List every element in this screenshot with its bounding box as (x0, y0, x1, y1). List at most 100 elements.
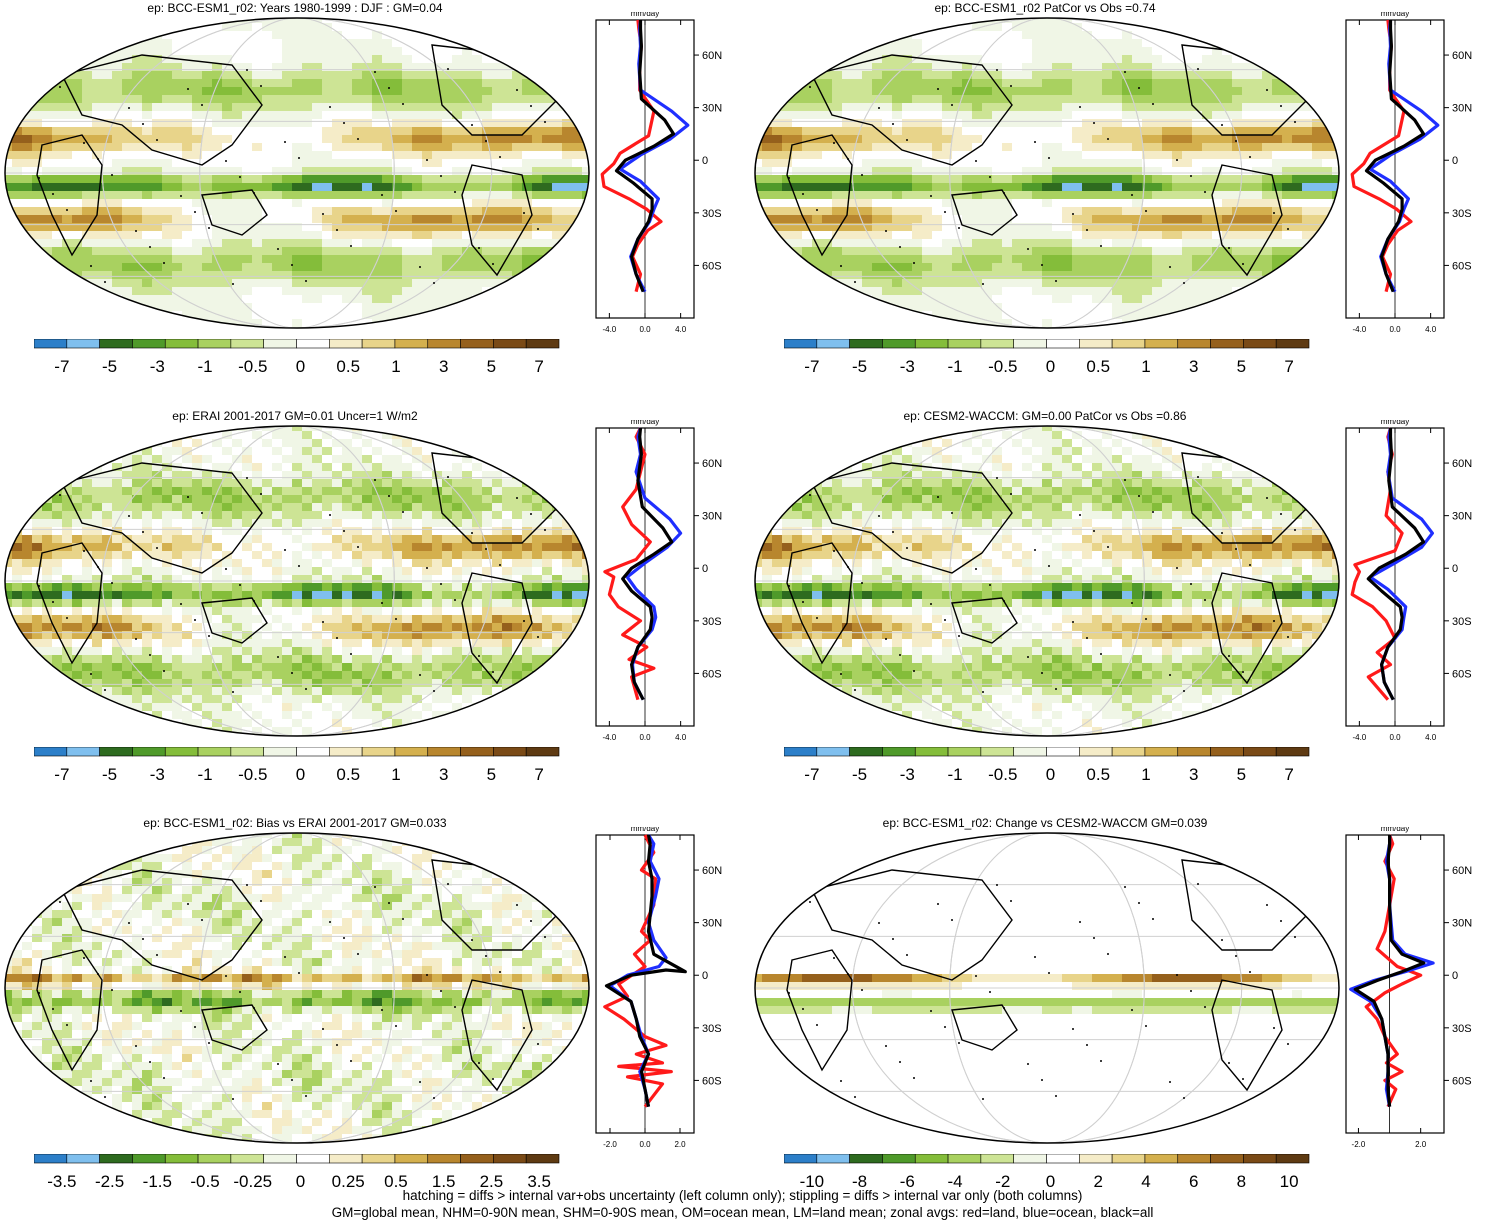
colorbar-swatch (783, 1153, 818, 1164)
ocean-series-line (1368, 427, 1434, 701)
colorbar-tick-label: -2.5 (95, 1172, 124, 1191)
colorbar: -7 -5 -3 -1 -0.5 0 0.5 1 3 5 7 (33, 746, 579, 787)
colorbar-swatch (427, 746, 461, 757)
colorbar-swatch (263, 338, 297, 349)
colorbar-swatch (980, 1153, 1014, 1164)
colorbar-swatch (1013, 1153, 1047, 1164)
colorbar-tick-label: -0.5 (988, 357, 1017, 376)
x-tick-label: 4.0 (1425, 325, 1437, 334)
colorbar-swatch (1144, 1153, 1179, 1164)
colorbar-tick-label: 10 (1280, 1172, 1299, 1191)
latitude-tick-label: 60N (1452, 865, 1472, 877)
colorbar-swatch (914, 746, 949, 757)
colorbar-tick-label: 0.5 (1086, 765, 1110, 784)
colorbar-swatch (197, 746, 232, 757)
zonal-mean-plot: mm/day 60N 30N 0 30S 60S -2.0 0.0 2.0 (590, 824, 740, 1157)
x-tick-label: 2.0 (674, 1140, 686, 1149)
x-tick-label: 0.0 (1389, 733, 1401, 742)
ocean-series-line (1368, 19, 1440, 293)
colorbar-swatch (230, 338, 264, 349)
footer-note-hatching: hatching = diffs > internal var+obs unce… (402, 1188, 1083, 1203)
latitude-tick-label: 30S (702, 1023, 722, 1035)
colorbar-tick-label: 0.25 (332, 1172, 365, 1191)
ocean-series-line (618, 19, 690, 293)
colorbar-swatch (164, 1153, 199, 1164)
colorbar-swatch (197, 338, 232, 349)
colorbar-tick-label: -2 (995, 1172, 1010, 1191)
panel-title: ep: ERAI 2001-2017 GM=0.01 Uncer=1 W/m2 (172, 409, 418, 423)
x-tick-label: 0.0 (1389, 325, 1401, 334)
colorbar-swatch (460, 746, 494, 757)
colorbar-tick-label: 0.5 (336, 765, 360, 784)
colorbar-swatch (296, 1153, 330, 1164)
colorbar-tick-label: -0.5 (190, 1172, 219, 1191)
colorbar-swatch (493, 746, 527, 757)
colorbar-tick-label: 0.5 (336, 357, 360, 376)
all-series-line (1353, 835, 1426, 1107)
latitude-tick-label: 30S (702, 616, 722, 628)
colorbar-tick-label: -3 (900, 357, 915, 376)
latitude-tick-label: 0 (1452, 155, 1458, 167)
latitude-tick-label: 0 (702, 563, 708, 575)
colorbar-tick-label: 0.5 (384, 1172, 408, 1191)
latitude-tick-label: 30S (1452, 1023, 1472, 1035)
colorbar-tick-label: 0 (1046, 765, 1055, 784)
panel-title: ep: CESM2-WACCM: GM=0.00 PatCor vs Obs =… (903, 409, 1187, 423)
colorbar-swatch (394, 1153, 429, 1164)
colorbar-swatch (882, 338, 916, 349)
colorbar-tick-label: 0 (1046, 357, 1055, 376)
colorbar-tick-label: -7 (54, 765, 69, 784)
colorbar-swatch (1079, 746, 1113, 757)
colorbar-tick-label: -1 (947, 765, 962, 784)
latitude-tick-label: 60N (702, 865, 722, 877)
colorbar-swatch (1144, 746, 1179, 757)
x-tick-label: -4.0 (602, 733, 616, 742)
latitude-tick-label: 30S (702, 208, 722, 220)
zonal-mean-plot: mm/day 60N 30N 0 30S 60S -4.0 0.0 4.0 (590, 9, 740, 342)
colorbar-swatch (493, 1153, 527, 1164)
zonal-mean-plot: mm/day 60N 30N 0 30S 60S -4.0 0.0 4.0 (1340, 9, 1485, 342)
robinson-map (2, 830, 592, 1146)
colorbar-swatch (1177, 1153, 1211, 1164)
colorbar-swatch (361, 746, 396, 757)
panel-title: ep: BCC-ESM1_r02: Bias vs ERAI 2001-2017… (143, 816, 447, 830)
x-tick-label: 4.0 (675, 325, 687, 334)
latitude-tick-label: 0 (1452, 970, 1458, 982)
colorbar-tick-label: 3 (439, 765, 448, 784)
colorbar-tick-label: 3 (1189, 765, 1198, 784)
robinson-map (2, 423, 592, 739)
colorbar-tick-label: -3 (150, 765, 165, 784)
latitude-tick-label: 30N (702, 103, 722, 115)
colorbar-swatch (947, 1153, 982, 1164)
colorbar-swatch (849, 1153, 883, 1164)
colorbar-swatch (1046, 338, 1080, 349)
colorbar: -7 -5 -3 -1 -0.5 0 0.5 1 3 5 7 (33, 338, 579, 379)
latitude-tick-label: 30N (702, 511, 722, 523)
latitude-tick-label: 60S (1452, 668, 1472, 680)
latitude-tick-label: 0 (702, 155, 708, 167)
colorbar-tick-label: -0.5 (988, 765, 1017, 784)
latitude-tick-label: 60S (702, 1075, 722, 1087)
colorbar-tick-label: -0.25 (233, 1172, 272, 1191)
colorbar-swatch (816, 746, 850, 757)
colorbar-tick-label: 0 (296, 357, 305, 376)
latitude-tick-label: 60S (702, 260, 722, 272)
all-series-line (1364, 20, 1426, 293)
colorbar-swatch (230, 1153, 264, 1164)
colorbar-tick-label: -1 (197, 765, 212, 784)
x-tick-label: 4.0 (675, 733, 687, 742)
x-tick-label: 4.0 (1425, 733, 1437, 742)
colorbar-swatch (132, 746, 166, 757)
colorbar-swatch (980, 746, 1014, 757)
colorbar-swatch (816, 1153, 850, 1164)
zonal-unit-label: mm/day (631, 827, 659, 833)
colorbar-swatch (1111, 338, 1146, 349)
colorbar-swatch (947, 746, 982, 757)
colorbar-swatch (361, 1153, 396, 1164)
colorbar-swatch (460, 338, 494, 349)
colorbar-tick-label: 0 (296, 1172, 305, 1191)
colorbar-swatch (263, 1153, 297, 1164)
colorbar-tick-label: 8 (1237, 1172, 1246, 1191)
x-tick-label: -2.0 (603, 1140, 617, 1149)
robinson-map (2, 15, 592, 331)
